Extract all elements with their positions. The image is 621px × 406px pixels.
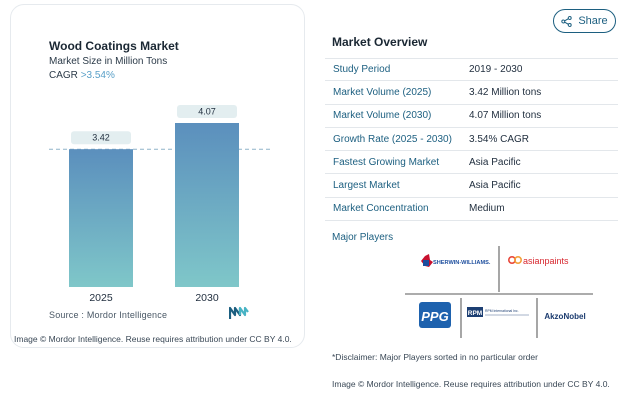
overview-row-volume-2030: Market Volume (2030) 4.07 Million tons bbox=[325, 105, 618, 128]
x-tick-label: 2025 bbox=[89, 292, 113, 304]
svg-text:RPM: RPM bbox=[468, 310, 482, 317]
cagr-value: >3.54% bbox=[80, 70, 115, 81]
players-disclaimer: *Disclaimer: Major Players sorted in no … bbox=[332, 352, 538, 362]
overview-label[interactable]: Fastest Growing Market bbox=[333, 156, 440, 168]
overview-value: Asia Pacific bbox=[469, 156, 521, 168]
overview-row-study-period: Study Period 2019 - 2030 bbox=[325, 58, 618, 82]
overview-value: 3.54% CAGR bbox=[469, 133, 530, 145]
overview-value: 3.42 Million tons bbox=[469, 86, 542, 98]
attribution-left: Image © Mordor Intelligence. Reuse requi… bbox=[14, 334, 292, 344]
logo-asianpaints: asianpaints bbox=[523, 256, 569, 266]
overview-label[interactable]: Study Period bbox=[333, 64, 391, 76]
x-tick-label: 2030 bbox=[195, 292, 219, 304]
data-label-bg bbox=[71, 131, 131, 145]
logo-ppg: PPG bbox=[421, 309, 448, 324]
overview-value: 2019 - 2030 bbox=[469, 64, 523, 76]
overview-row-growth-rate: Growth Rate (2025 - 2030) 3.54% CAGR bbox=[325, 128, 618, 152]
overview-value: Asia Pacific bbox=[469, 180, 521, 192]
logo-akzonobel: AkzoNobel bbox=[544, 312, 585, 321]
chart-title: Wood Coatings Market bbox=[49, 39, 179, 53]
overview-row-fastest-growing: Fastest Growing Market Asia Pacific bbox=[325, 151, 618, 175]
bar-chart: 3.42 2025 4.07 2030 bbox=[49, 105, 273, 304]
overview-label[interactable]: Largest Market bbox=[333, 180, 400, 192]
mordor-logo-icon bbox=[229, 306, 249, 319]
cagr-label: CAGR bbox=[49, 70, 78, 81]
asianpaints-logo: asianpaints bbox=[508, 256, 569, 266]
chart-cagr: CAGR >3.54% bbox=[49, 70, 115, 81]
data-label: 3.42 bbox=[92, 133, 110, 143]
overview-label[interactable]: Market Volume (2030) bbox=[333, 110, 432, 122]
ppg-logo: PPG bbox=[419, 302, 451, 328]
attribution-right: Image © Mordor Intelligence. Reuse requi… bbox=[332, 379, 610, 389]
chart-source: Source : Mordor Intelligence bbox=[49, 310, 168, 320]
sherwin-williams-logo: SHERWIN-WILLIAMS. bbox=[421, 254, 491, 267]
chart-card: 3.42 2025 4.07 2030 Wood Coatings Market Ma… bbox=[10, 4, 305, 348]
chart-subtitle: Market Size in Million Tons bbox=[49, 56, 168, 67]
share-label: Share bbox=[578, 15, 608, 27]
players-title[interactable]: Major Players bbox=[332, 232, 394, 243]
overview-row-concentration: Market Concentration Medium bbox=[325, 198, 618, 222]
overview-label[interactable]: Market Concentration bbox=[333, 203, 429, 215]
overview-title: Market Overview bbox=[332, 35, 428, 49]
overview-row-volume-2025: Market Volume (2025) 3.42 Million tons bbox=[325, 81, 618, 105]
overview-label[interactable]: Growth Rate (2025 - 2030) bbox=[333, 133, 452, 145]
overview-value: 4.07 Million tons bbox=[469, 110, 542, 122]
overview-value: Medium bbox=[469, 203, 505, 215]
logo-sherwin-williams: SHERWIN-WILLIAMS. bbox=[433, 260, 491, 266]
overview-row-largest-market: Largest Market Asia Pacific bbox=[325, 174, 618, 198]
bar-2030 bbox=[175, 123, 239, 287]
rpm-logo: RPM RPM International Inc. bbox=[467, 307, 529, 317]
akzonobel-logo: AkzoNobel bbox=[544, 312, 585, 321]
share-icon bbox=[561, 15, 572, 27]
data-label-bg bbox=[177, 105, 237, 118]
bar-2025 bbox=[69, 149, 133, 287]
logo-rpm: RPM International Inc. bbox=[485, 309, 519, 313]
data-label: 4.07 bbox=[198, 107, 216, 117]
overview-label[interactable]: Market Volume (2025) bbox=[333, 86, 432, 98]
overview-table: Study Period 2019 - 2030 Market Volume (… bbox=[325, 58, 618, 222]
players-logo-grid: SHERWIN-WILLIAMS. asianpaints PPG RPM RP… bbox=[405, 246, 593, 338]
share-button[interactable]: Share bbox=[553, 9, 616, 33]
